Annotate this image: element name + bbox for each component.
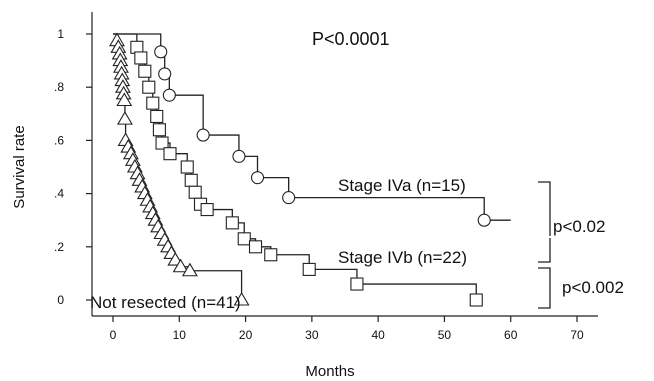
markers-group <box>109 32 491 307</box>
censor-marker-triangle <box>233 291 250 306</box>
axes <box>91 12 598 317</box>
censor-marker-square <box>155 136 169 150</box>
y-tick-label: .4 <box>54 187 64 201</box>
censor-marker-square <box>163 147 177 161</box>
censor-marker-square <box>264 248 278 262</box>
censor-marker-circle <box>232 149 246 163</box>
series-label-stage-ivb: Stage IVb (n=22) <box>338 248 467 267</box>
x-tick-label: 60 <box>504 328 518 342</box>
series-label-stage-iva: Stage IVa (n=15) <box>338 176 466 195</box>
censor-marker-circle <box>196 128 210 142</box>
censor-marker-square <box>184 173 198 187</box>
censor-marker-triangle <box>116 111 133 125</box>
censor-marker-square <box>188 185 202 199</box>
censor-marker-circle <box>158 67 172 81</box>
censor-marker-circle <box>282 191 296 205</box>
p-value-ivb-vs-not-resected: p<0.002 <box>562 278 624 297</box>
tick-group: 0 10 20 30 40 50 60 70 0 .2 .4 .6 .8 1 <box>54 27 584 342</box>
censor-marker-square <box>350 277 364 291</box>
censor-marker-square <box>142 80 156 94</box>
y-tick-label: 0 <box>57 293 64 307</box>
censor-marker-circle <box>477 213 491 227</box>
y-tick-label: 1 <box>57 27 64 41</box>
x-tick-label: 30 <box>305 328 319 342</box>
censor-marker-square <box>138 64 152 78</box>
censor-marker-square <box>180 160 194 174</box>
x-tick-label: 0 <box>110 328 117 342</box>
censor-marker-square <box>134 51 148 65</box>
bracket-ivb-nr <box>538 267 551 309</box>
censor-marker-triangle <box>181 262 198 277</box>
censor-marker-triangle <box>172 258 189 273</box>
x-tick-label: 50 <box>438 328 452 342</box>
censor-marker-square <box>150 109 164 124</box>
bracket-iva-ivb <box>538 238 551 263</box>
y-tick-label: .6 <box>54 133 64 147</box>
y-tick-label: .2 <box>54 240 64 254</box>
series-label-not-resected: Not resected (n=41) <box>90 293 241 312</box>
x-tick-label: 70 <box>570 328 584 342</box>
censor-marker-circle <box>154 45 168 59</box>
x-axis-title: Months <box>305 363 354 380</box>
censor-marker-square <box>302 262 316 276</box>
censor-marker-square <box>152 123 166 137</box>
x-tick-label: 40 <box>371 328 385 342</box>
censor-marker-square <box>200 203 214 217</box>
censor-marker-square <box>248 240 263 254</box>
p-value-iva-vs-ivb: p<0.02 <box>553 217 605 236</box>
y-axis-title: Survival rate <box>11 125 28 208</box>
censor-marker-square <box>469 293 483 307</box>
x-tick-label: 10 <box>173 328 187 342</box>
censor-marker-circle <box>250 171 265 185</box>
censor-marker-square <box>146 96 160 110</box>
censor-marker-triangle <box>116 92 133 107</box>
censor-marker-square <box>225 216 239 230</box>
censor-marker-circle <box>162 88 176 102</box>
x-tick-label: 20 <box>239 328 253 342</box>
censor-marker-square <box>237 232 251 246</box>
bracket-iva-top <box>538 181 551 236</box>
overall-p-value: P<0.0001 <box>312 29 390 49</box>
y-tick-label: .8 <box>54 80 64 94</box>
